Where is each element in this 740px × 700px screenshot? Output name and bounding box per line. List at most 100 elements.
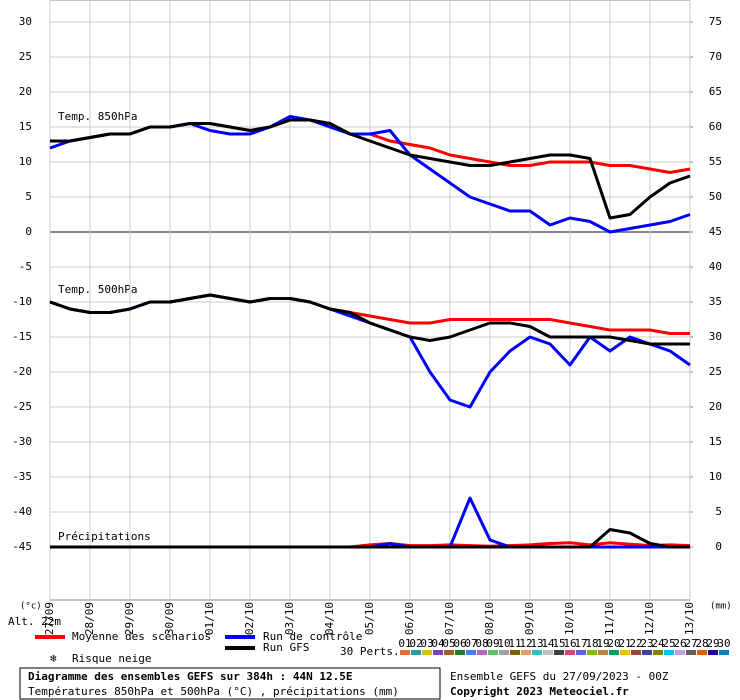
pert-label: 26 bbox=[673, 637, 686, 650]
y2-tick-label: 50 bbox=[709, 190, 722, 203]
y-tick-label: 0 bbox=[25, 225, 32, 238]
pert-swatch bbox=[477, 650, 487, 655]
y2-tick-label: 45 bbox=[709, 225, 722, 238]
y-tick-label: 10 bbox=[19, 155, 32, 168]
y-tick-label: -30 bbox=[12, 435, 32, 448]
pert-swatch bbox=[686, 650, 696, 655]
pert-swatch bbox=[488, 650, 498, 655]
pert-label: 04 bbox=[431, 637, 445, 650]
pert-swatch bbox=[719, 650, 729, 655]
pert-swatch bbox=[433, 650, 443, 655]
legend-label: Run de contrôle bbox=[263, 630, 362, 643]
pert-label: 27 bbox=[684, 637, 697, 650]
x-tick-label: 05/10 bbox=[363, 602, 376, 635]
snow-label: Risque neige bbox=[72, 652, 151, 665]
pert-label: 01 bbox=[398, 637, 411, 650]
pert-swatch bbox=[675, 650, 685, 655]
x-tick-label: 12/10 bbox=[643, 602, 656, 635]
x-tick-label: 28/09 bbox=[83, 602, 96, 635]
x-tick-label: 02/10 bbox=[243, 602, 256, 635]
pert-swatch bbox=[664, 650, 674, 655]
y2-tick-label: 70 bbox=[709, 50, 722, 63]
y-tick-label: 20 bbox=[19, 85, 32, 98]
pert-swatch bbox=[609, 650, 619, 655]
pert-label: 10 bbox=[497, 637, 510, 650]
pert-label: 05 bbox=[442, 637, 455, 650]
y-tick-label: 15 bbox=[19, 120, 32, 133]
x-tick-label: 29/09 bbox=[123, 602, 136, 635]
pert-label: 15 bbox=[552, 637, 565, 650]
pert-swatch bbox=[620, 650, 630, 655]
pert-label: 13 bbox=[530, 637, 543, 650]
pert-label: 21 bbox=[618, 637, 631, 650]
pert-label: 29 bbox=[706, 637, 719, 650]
x-tick-label: 03/10 bbox=[283, 602, 296, 635]
y2-tick-label: 75 bbox=[709, 15, 722, 28]
x-tick-label: 08/10 bbox=[483, 602, 496, 635]
pert-label: 28 bbox=[695, 637, 708, 650]
y2-tick-label: 40 bbox=[709, 260, 722, 273]
y2-tick-label: 65 bbox=[709, 85, 722, 98]
pert-label: 18 bbox=[585, 637, 598, 650]
pert-label: 06 bbox=[453, 637, 466, 650]
pert-swatch bbox=[697, 650, 707, 655]
pert-swatch bbox=[598, 650, 608, 655]
y2-tick-label: 15 bbox=[709, 435, 722, 448]
x-tick-label: 06/10 bbox=[403, 602, 416, 635]
y-tick-label: -40 bbox=[12, 505, 32, 518]
pert-label: 11 bbox=[508, 637, 521, 650]
x-tick-label: 11/10 bbox=[603, 602, 616, 635]
pert-label: 30 bbox=[717, 637, 730, 650]
y-tick-label: -25 bbox=[12, 400, 32, 413]
pert-swatch bbox=[411, 650, 421, 655]
pert-swatch bbox=[554, 650, 564, 655]
x-tick-label: 10/10 bbox=[563, 602, 576, 635]
pert-label: 07 bbox=[464, 637, 477, 650]
y-axis-label: (°c) bbox=[20, 602, 42, 612]
x-tick-label: 30/09 bbox=[163, 602, 176, 635]
y-tick-label: -20 bbox=[12, 365, 32, 378]
x-tick-label: 13/10 bbox=[683, 602, 696, 635]
pert-swatch bbox=[576, 650, 586, 655]
y-tick-label: 30 bbox=[19, 15, 32, 28]
label-precip: Précipitations bbox=[58, 530, 151, 543]
y2-tick-label: 35 bbox=[709, 295, 722, 308]
pert-swatch bbox=[532, 650, 542, 655]
copyright: Copyright 2023 Meteociel.fr bbox=[450, 685, 629, 698]
legend-label: Moyenne des scénarios bbox=[72, 630, 211, 643]
y2-tick-label: 20 bbox=[709, 400, 722, 413]
series-line bbox=[50, 118, 691, 220]
pert-swatch bbox=[400, 650, 410, 655]
x-tick-label: 09/10 bbox=[523, 602, 536, 635]
pert-swatch bbox=[499, 650, 509, 655]
pert-label: 14 bbox=[541, 637, 555, 650]
y2-tick-label: 25 bbox=[709, 365, 722, 378]
y-tick-label: 25 bbox=[19, 50, 32, 63]
y-tick-label: -10 bbox=[12, 295, 32, 308]
pert-swatch bbox=[653, 650, 663, 655]
pert-label: 19 bbox=[596, 637, 609, 650]
y-tick-label: -15 bbox=[12, 330, 32, 343]
y-tick-label: -5 bbox=[19, 260, 32, 273]
footer-subtitle: Températures 850hPa et 500hPa (°C) , pré… bbox=[28, 685, 399, 698]
y-tick-label: -45 bbox=[12, 540, 32, 553]
pert-swatch bbox=[587, 650, 597, 655]
pert-swatch bbox=[565, 650, 575, 655]
pert-label: 02 bbox=[409, 637, 422, 650]
y2-tick-label: 60 bbox=[709, 120, 722, 133]
pert-swatch bbox=[708, 650, 718, 655]
pert-swatch bbox=[422, 650, 432, 655]
pert-label: 09 bbox=[486, 637, 499, 650]
y2-tick-label: 10 bbox=[709, 470, 722, 483]
pert-label: 12 bbox=[519, 637, 532, 650]
label-850: Temp. 850hPa bbox=[58, 110, 137, 123]
pert-label: 23 bbox=[640, 637, 653, 650]
snow-icon: ❄ bbox=[50, 652, 57, 665]
label-500: Temp. 500hPa bbox=[58, 283, 137, 296]
x-tick-label: 27/09 bbox=[43, 602, 56, 635]
y2-tick-label: 0 bbox=[715, 540, 722, 553]
pert-swatch bbox=[510, 650, 520, 655]
pert-label: 24 bbox=[651, 637, 665, 650]
pert-swatch bbox=[521, 650, 531, 655]
